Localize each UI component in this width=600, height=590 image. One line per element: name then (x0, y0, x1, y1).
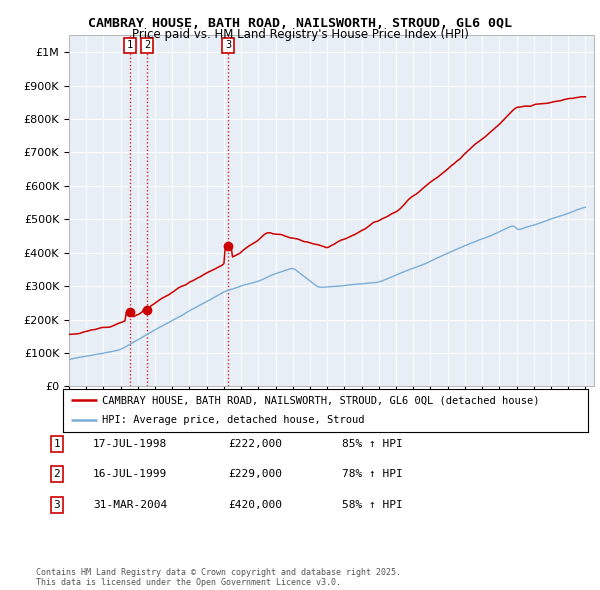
Text: £229,000: £229,000 (228, 470, 282, 479)
Text: CAMBRAY HOUSE, BATH ROAD, NAILSWORTH, STROUD, GL6 0QL (detached house): CAMBRAY HOUSE, BATH ROAD, NAILSWORTH, ST… (103, 395, 540, 405)
Text: 78% ↑ HPI: 78% ↑ HPI (342, 470, 403, 479)
Text: £222,000: £222,000 (228, 439, 282, 448)
Text: 2: 2 (144, 41, 150, 50)
Text: HPI: Average price, detached house, Stroud: HPI: Average price, detached house, Stro… (103, 415, 365, 425)
Text: 16-JUL-1999: 16-JUL-1999 (93, 470, 167, 479)
Text: 31-MAR-2004: 31-MAR-2004 (93, 500, 167, 510)
Text: 17-JUL-1998: 17-JUL-1998 (93, 439, 167, 448)
Text: 1: 1 (53, 439, 61, 448)
Text: 1: 1 (127, 41, 133, 50)
Text: Contains HM Land Registry data © Crown copyright and database right 2025.
This d: Contains HM Land Registry data © Crown c… (36, 568, 401, 587)
Text: 85% ↑ HPI: 85% ↑ HPI (342, 439, 403, 448)
Text: 3: 3 (225, 41, 232, 50)
Text: £420,000: £420,000 (228, 500, 282, 510)
Text: 3: 3 (53, 500, 61, 510)
Text: CAMBRAY HOUSE, BATH ROAD, NAILSWORTH, STROUD, GL6 0QL: CAMBRAY HOUSE, BATH ROAD, NAILSWORTH, ST… (88, 17, 512, 30)
Text: Price paid vs. HM Land Registry's House Price Index (HPI): Price paid vs. HM Land Registry's House … (131, 28, 469, 41)
Text: 2: 2 (53, 470, 61, 479)
Text: 58% ↑ HPI: 58% ↑ HPI (342, 500, 403, 510)
